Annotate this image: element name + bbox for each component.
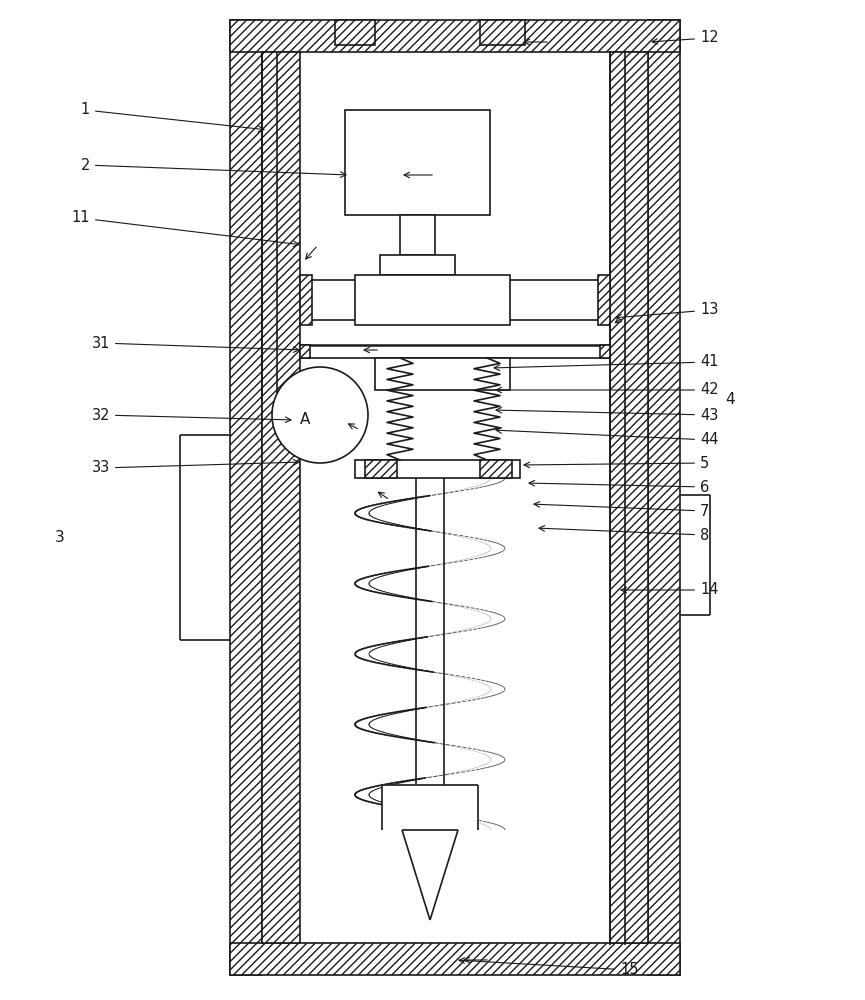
- Text: 8: 8: [539, 526, 709, 542]
- Text: 2: 2: [80, 157, 346, 177]
- Bar: [230, 20, 680, 52]
- Text: 15: 15: [459, 958, 638, 978]
- Bar: [345, 110, 490, 215]
- Bar: [610, 52, 648, 943]
- Text: 43: 43: [496, 407, 718, 422]
- Bar: [375, 358, 510, 390]
- Text: 3: 3: [55, 530, 65, 546]
- Text: 31: 31: [92, 336, 299, 352]
- Bar: [480, 20, 525, 45]
- Bar: [300, 275, 312, 325]
- Text: 6: 6: [529, 480, 709, 494]
- Bar: [480, 460, 512, 478]
- Bar: [355, 460, 520, 478]
- Bar: [262, 52, 300, 943]
- Bar: [365, 460, 397, 478]
- Bar: [230, 943, 680, 975]
- Text: 1: 1: [80, 103, 264, 132]
- Bar: [300, 345, 310, 358]
- Text: 4: 4: [725, 392, 734, 408]
- Text: 42: 42: [496, 382, 719, 397]
- Text: 33: 33: [92, 460, 299, 476]
- Bar: [230, 20, 262, 975]
- Text: 32: 32: [92, 408, 291, 423]
- Bar: [400, 215, 435, 255]
- Bar: [355, 275, 510, 325]
- Circle shape: [272, 367, 368, 463]
- Text: 12: 12: [652, 30, 719, 45]
- Text: 41: 41: [494, 355, 719, 371]
- Bar: [335, 20, 375, 45]
- Polygon shape: [382, 785, 478, 830]
- Bar: [600, 345, 610, 358]
- Bar: [598, 275, 610, 325]
- Text: 13: 13: [616, 302, 718, 320]
- Text: A: A: [300, 412, 311, 428]
- Bar: [380, 255, 455, 275]
- Text: 14: 14: [621, 582, 719, 597]
- Text: 7: 7: [534, 502, 709, 518]
- Bar: [648, 20, 680, 975]
- Text: 5: 5: [524, 456, 709, 471]
- Text: 44: 44: [496, 428, 719, 448]
- Polygon shape: [402, 830, 458, 920]
- Text: 11: 11: [72, 211, 299, 247]
